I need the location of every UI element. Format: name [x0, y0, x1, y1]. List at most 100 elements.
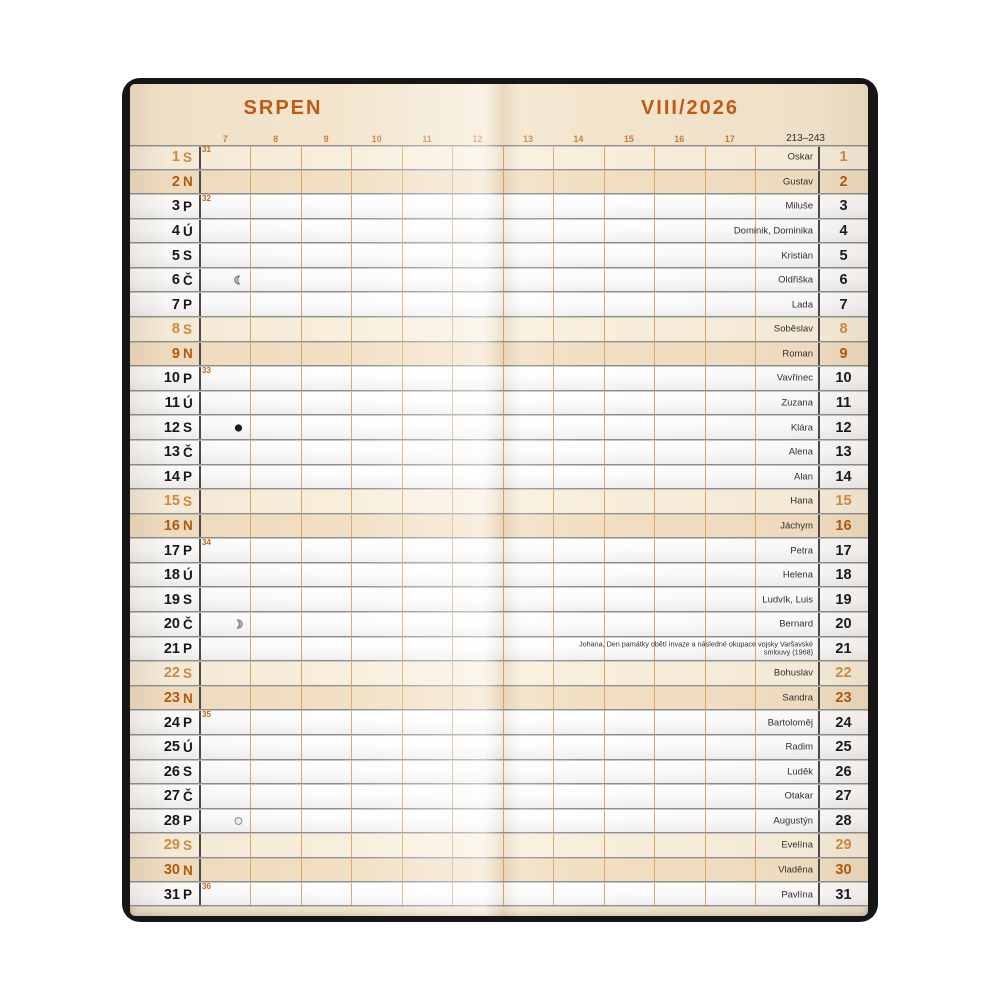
hour-scale: 7 8 9 10 11 12 13 14 15 16 17 — [200, 134, 755, 144]
day-number-right: 8 — [839, 321, 848, 338]
day-row[interactable]: 33 10 P Vavřinec 10 — [130, 366, 868, 391]
day-number-right: 2 — [839, 173, 848, 190]
day-number-right: 28 — [835, 812, 852, 829]
day-number-right: 15 — [835, 493, 852, 510]
day-row[interactable]: 16 N Jáchym 16 — [130, 513, 868, 539]
day-row[interactable]: 28 P Augustýn 28 — [130, 808, 868, 834]
weekday-letter: P — [183, 641, 193, 657]
day-number: 4 — [171, 223, 180, 240]
nameday-label: Alan — [793, 471, 813, 483]
day-row[interactable]: 15 S Hana 15 — [130, 489, 868, 514]
day-number-right: 21 — [835, 640, 852, 657]
nameday-label: Luděk — [787, 766, 813, 778]
weekday-letter: S — [183, 149, 193, 165]
hour-label: 8 — [273, 134, 279, 144]
day-row[interactable]: 11 Ú Zuzana 11 — [130, 390, 868, 416]
nameday-label: Soběslav — [773, 323, 813, 335]
day-number: 23 — [163, 690, 180, 706]
nameday-label: Miluše — [785, 200, 813, 212]
day-label: 12 S — [130, 415, 196, 440]
day-row[interactable]: 25 Ú Radim 25 — [130, 734, 868, 760]
nameday-label: Otakar — [784, 790, 813, 802]
day-number-right: 7 — [839, 296, 848, 313]
day-row[interactable]: 34 17 P Petra 17 — [130, 538, 868, 563]
day-row[interactable]: 20 Č Bernard 20 — [130, 611, 868, 637]
weekday-letter: P — [183, 469, 193, 485]
day-row[interactable]: 30 N Vladěna 30 — [130, 857, 868, 883]
nameday-label: Roman — [782, 348, 813, 360]
day-number-right: 14 — [835, 468, 852, 485]
day-number-right: 31 — [835, 886, 852, 903]
day-row[interactable]: 14 P Alan 14 — [130, 464, 868, 490]
nameday-label: Johana, Den památky obětí invaze a násle… — [579, 639, 813, 657]
day-number-right: 5 — [839, 247, 848, 264]
weekday-letter: Ú — [183, 395, 193, 411]
day-number: 2 — [171, 173, 180, 190]
day-number: 18 — [163, 567, 180, 584]
day-row[interactable]: 36 31 P Pavlína 31 — [130, 882, 868, 907]
day-number-right: 3 — [839, 198, 848, 215]
day-row[interactable]: 29 S Evelína 29 — [130, 833, 868, 858]
day-row[interactable]: 21 P Johana, Den památky obětí invaze a n… — [130, 636, 868, 662]
day-number: 30 — [163, 862, 180, 879]
day-row[interactable]: 27 Č Otakar 27 — [130, 784, 868, 809]
day-label: 23 N — [130, 686, 196, 711]
day-number: 16 — [163, 517, 180, 534]
day-number-right: 1 — [839, 149, 848, 166]
day-label: 22 S — [130, 661, 196, 686]
nameday-label: Bernard — [779, 618, 813, 630]
first-quarter-moon-icon — [233, 619, 244, 630]
nameday-label: Helena — [782, 569, 813, 581]
weekday-letter: Ú — [183, 223, 193, 239]
nameday-label: Radim — [785, 741, 813, 753]
week-number: 36 — [202, 882, 211, 892]
last-quarter-moon-icon — [233, 275, 244, 286]
day-row[interactable]: 35 24 P Bartoloměj 24 — [130, 710, 868, 735]
week-number: 33 — [202, 366, 211, 376]
weekday-letter: S — [183, 248, 193, 264]
nameday-label: Dominik, Dominika — [733, 225, 813, 237]
day-of-year-range: 213–243 — [786, 133, 825, 144]
hour-label: 13 — [522, 134, 533, 144]
day-row[interactable]: 18 Ú Helena 18 — [130, 562, 868, 588]
day-number-right: 16 — [835, 517, 852, 534]
nameday-label: Kristián — [781, 250, 813, 262]
day-row[interactable]: 12 S Klára 12 — [130, 415, 868, 440]
nameday-label: Vladěna — [778, 864, 813, 876]
day-row[interactable]: 22 S Bohuslav 22 — [130, 661, 868, 686]
weekday-letter: P — [183, 370, 193, 386]
day-row[interactable]: 23 N Sandra 23 — [130, 685, 868, 711]
hour-label: 10 — [371, 134, 382, 144]
day-number-right: 13 — [835, 444, 852, 461]
day-number-right: 12 — [835, 419, 852, 436]
hour-label: 7 — [222, 134, 228, 144]
day-number: 31 — [163, 886, 180, 903]
day-label: 27 Č — [130, 784, 196, 809]
weekday-letter: P — [183, 297, 193, 313]
day-row[interactable]: 13 Č Alena 13 — [130, 439, 868, 465]
day-row[interactable]: 26 S Luděk 26 — [130, 759, 868, 785]
month-year-title: VIII/2026 — [640, 97, 740, 119]
nameday-label: Evelína — [781, 839, 813, 851]
week-number: 35 — [202, 710, 211, 720]
weekday-letter: Č — [183, 616, 193, 632]
day-label: 20 Č — [130, 612, 196, 637]
day-number-right: 11 — [835, 395, 852, 412]
day-number-right: 27 — [835, 788, 852, 805]
day-row[interactable]: 19 S Ludvík, Luis 19 — [130, 587, 868, 612]
day-number: 6 — [171, 272, 180, 289]
